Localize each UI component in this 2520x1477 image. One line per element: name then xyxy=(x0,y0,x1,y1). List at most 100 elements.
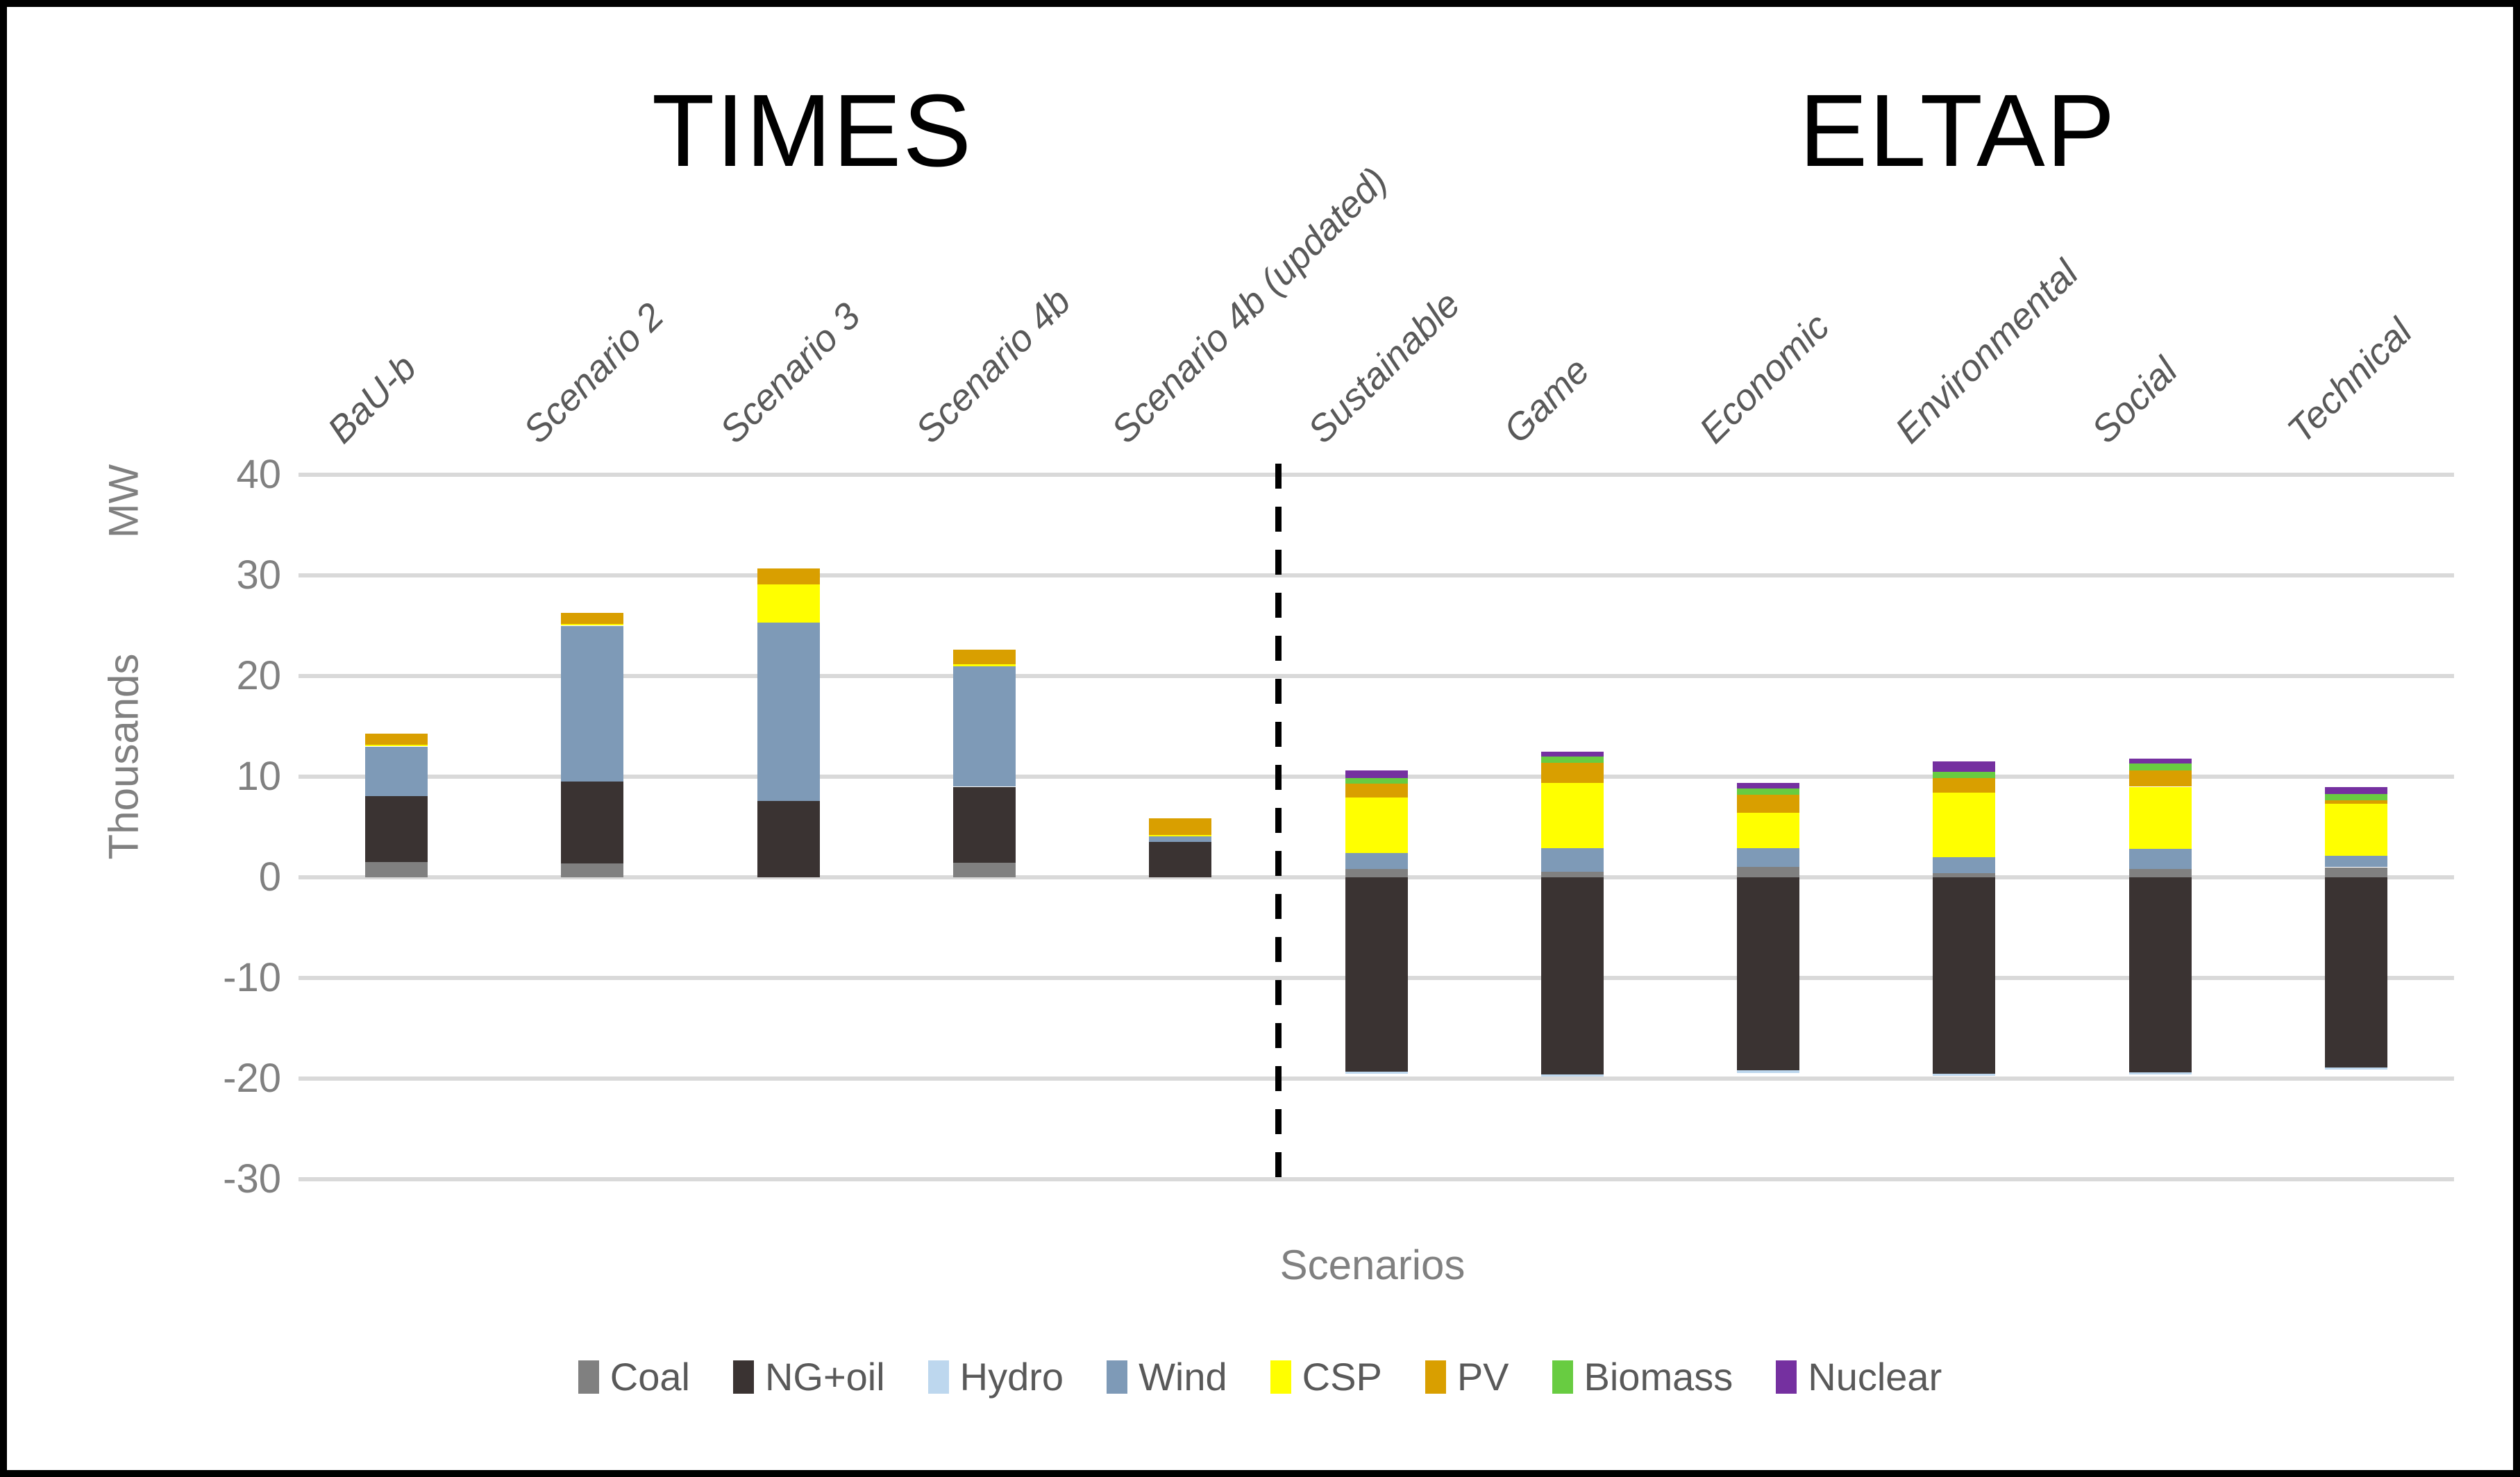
category-label: Scenario 3 xyxy=(712,295,868,452)
legend-item: Biomass xyxy=(1552,1358,1733,1396)
legend-label: CSP xyxy=(1302,1355,1382,1399)
bar-segment-biomass xyxy=(1737,788,1800,795)
left-group-title: TIMES xyxy=(651,74,973,188)
y-tick-label: -10 xyxy=(223,955,281,1000)
bar-segment-csp xyxy=(561,623,624,626)
legend-item: CSP xyxy=(1270,1358,1382,1396)
bar-segment-ng-oil xyxy=(952,786,1016,863)
bar-segment-ng-oil xyxy=(1737,877,1800,1071)
y-tick-label: -30 xyxy=(223,1156,281,1201)
bar-segment-nuclear xyxy=(1737,782,1800,788)
legend-item: Wind xyxy=(1107,1358,1227,1396)
y-axis-scale-label: Thousands xyxy=(100,653,147,860)
y-tick-label: 40 xyxy=(236,452,281,497)
bar-segment-ng-oil xyxy=(2128,877,2192,1073)
bar-segment-biomass xyxy=(2128,763,2192,771)
gridline xyxy=(299,1077,2454,1081)
bar-segment-coal xyxy=(1540,872,1604,877)
bar-segment-coal xyxy=(561,863,624,877)
bar-segment-nuclear xyxy=(2324,786,2387,795)
legend-swatch-nuclear xyxy=(1776,1360,1797,1394)
bar-segment-hydro xyxy=(1737,1070,1800,1074)
category-label: Sustainable xyxy=(1300,283,1468,452)
bar-segment-nuclear xyxy=(2128,758,2192,764)
bar-segment-coal xyxy=(1345,869,1408,877)
bar-segment-csp xyxy=(757,584,820,623)
bar-segment-hydro xyxy=(1933,1073,1996,1077)
legend-swatch-wind xyxy=(1107,1360,1128,1394)
category-label: BaU-b xyxy=(319,346,425,452)
bar-segment-coal xyxy=(952,862,1016,877)
bar-segment-csp xyxy=(365,744,428,747)
category-label: Scenario 2 xyxy=(516,295,673,452)
legend-item: Nuclear xyxy=(1776,1358,1942,1396)
bar-segment-ng-oil xyxy=(1149,842,1212,877)
bar-segment-hydro xyxy=(2324,1067,2387,1070)
bar-segment-ng-oil xyxy=(2324,877,2387,1068)
bar-segment-csp xyxy=(2128,786,2192,850)
category-label: Economic xyxy=(1691,305,1838,452)
bar-segment-wind xyxy=(1737,847,1800,867)
bar-segment-pv xyxy=(2324,800,2387,804)
legend: Coal NG+oil Hydro Wind CSP PV Biomass Nuclear xyxy=(7,1358,2513,1396)
gridline xyxy=(299,473,2454,477)
legend-label: Wind xyxy=(1139,1355,1227,1399)
category-label: Environmental xyxy=(1888,252,2087,452)
y-tick-label: 0 xyxy=(258,854,281,900)
bar-segment-wind xyxy=(2128,849,2192,869)
legend-item: Coal xyxy=(578,1358,690,1396)
bar-segment-csp xyxy=(1933,793,1996,857)
bar-segment-coal xyxy=(1933,873,1996,877)
bar-segment-wind xyxy=(1345,853,1408,870)
legend-item: PV xyxy=(1425,1358,1509,1396)
bar-segment-pv xyxy=(1345,784,1408,797)
y-axis-unit-label: MW xyxy=(100,464,147,539)
bar-segment-coal xyxy=(2324,867,2387,877)
bar-segment-coal xyxy=(1737,866,1800,877)
legend-swatch-biomass xyxy=(1552,1360,1573,1394)
legend-item: Hydro xyxy=(927,1355,1064,1399)
bar-segment-coal xyxy=(365,862,428,877)
bar-segment-csp xyxy=(2324,804,2387,856)
bar-segment-csp xyxy=(952,664,1016,667)
bar-segment-pv xyxy=(1737,795,1800,813)
category-label: Scenario 4b xyxy=(907,280,1079,452)
bar-segment-pv xyxy=(1540,762,1604,783)
bar-segment-hydro xyxy=(2128,1072,2192,1075)
legend-label: PV xyxy=(1456,1355,1509,1399)
bar-segment-nuclear xyxy=(1933,761,1996,772)
bar-segment-csp xyxy=(1149,835,1212,837)
bar-segment-pv xyxy=(952,650,1016,665)
bar-segment-wind xyxy=(561,625,624,782)
bar-segment-ng-oil xyxy=(1540,877,1604,1075)
legend-swatch-coal xyxy=(578,1360,599,1394)
bar-segment-wind xyxy=(365,746,428,796)
bar-segment-wind xyxy=(1933,857,1996,874)
bar-segment-pv xyxy=(757,568,820,585)
bar-segment-wind xyxy=(952,666,1016,787)
bar-segment-pv xyxy=(2128,770,2192,787)
legend-swatch-hydro xyxy=(927,1360,949,1394)
legend-label: Hydro xyxy=(959,1355,1064,1399)
legend-label: Nuclear xyxy=(1808,1355,1942,1399)
category-label: Game xyxy=(1495,349,1597,452)
bar-segment-ng-oil xyxy=(1933,877,1996,1074)
bar-segment-wind xyxy=(1540,847,1604,872)
bar-segment-biomass xyxy=(1933,771,1996,779)
bar-segment-ng-oil xyxy=(561,782,624,863)
y-tick-label: 30 xyxy=(236,552,281,598)
category-label: Social xyxy=(2083,349,2185,452)
legend-label: Biomass xyxy=(1584,1355,1733,1399)
bar-segment-ng-oil xyxy=(757,800,820,877)
bar-segment-biomass xyxy=(2324,794,2387,801)
category-label: Technical xyxy=(2279,310,2420,452)
legend-label: Coal xyxy=(610,1355,690,1399)
bar-segment-ng-oil xyxy=(365,795,428,863)
bar-segment-csp xyxy=(1737,813,1800,848)
bar-segment-nuclear xyxy=(1345,770,1408,779)
bar-segment-biomass xyxy=(1540,757,1604,763)
legend-swatch-csp xyxy=(1270,1360,1291,1394)
x-axis-title: Scenarios xyxy=(1279,1242,1465,1288)
bar-segment-csp xyxy=(1540,782,1604,848)
